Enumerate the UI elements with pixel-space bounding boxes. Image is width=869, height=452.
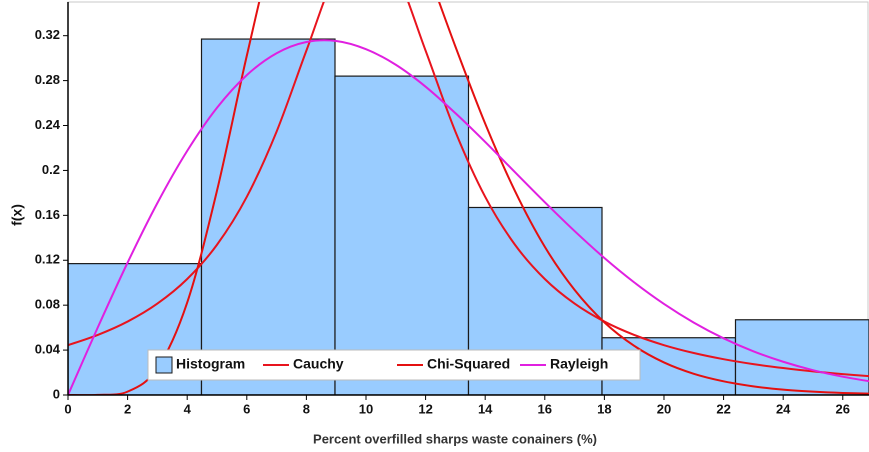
curves	[68, 2, 869, 395]
x-tick-label: 16	[538, 401, 552, 416]
x-tick-label: 26	[836, 401, 850, 416]
y-tick-label: 0.12	[35, 252, 60, 267]
legend: Histogram Cauchy Chi-Squared Rayleigh	[147, 349, 641, 381]
x-tick-label: 0	[64, 401, 71, 416]
x-tick-label: 14	[478, 401, 493, 416]
x-tick-label: 12	[418, 401, 432, 416]
curve	[68, 39, 869, 395]
x-tick-label: 6	[243, 401, 250, 416]
x-tick-label: 24	[776, 401, 791, 416]
x-tick-label: 4	[184, 401, 192, 416]
legend-label: Cauchy	[293, 356, 344, 372]
curve	[68, 2, 869, 395]
bar	[200, 38, 336, 395]
y-tick-label: 0.28	[35, 72, 60, 87]
y-tick-label: 0.08	[35, 297, 60, 312]
curve	[68, 2, 869, 378]
legend-swatch	[155, 356, 173, 374]
x-tick-label: 10	[359, 401, 373, 416]
x-tick-label: 20	[657, 401, 671, 416]
y-tick-label: 0.2	[42, 162, 60, 177]
legend-box	[147, 349, 641, 381]
y-tick-label: 0.32	[35, 27, 60, 42]
legend-label: Rayleigh	[550, 356, 608, 372]
x-tick-label: 18	[597, 401, 611, 416]
y-tick-label: 0	[53, 386, 60, 401]
bar	[734, 319, 869, 395]
legend-label: Histogram	[176, 356, 245, 372]
y-tick-label: 0.16	[35, 207, 60, 222]
bar	[334, 75, 470, 395]
x-tick-label: 22	[716, 401, 730, 416]
y-axis-label: f(x)	[9, 204, 25, 226]
axes: 00.040.080.120.160.20.240.280.320 2 4 6 8 10 1…	[35, 2, 869, 416]
y-tick-label: 0.04	[35, 342, 61, 357]
x-tick-label: 8	[303, 401, 310, 416]
legend-label: Chi-Squared	[427, 356, 510, 372]
y-tick-label: 0.24	[35, 117, 61, 132]
x-tick-label: 2	[124, 401, 131, 416]
x-axis-label: Percent overfilled sharps waste conainer…	[313, 431, 597, 446]
